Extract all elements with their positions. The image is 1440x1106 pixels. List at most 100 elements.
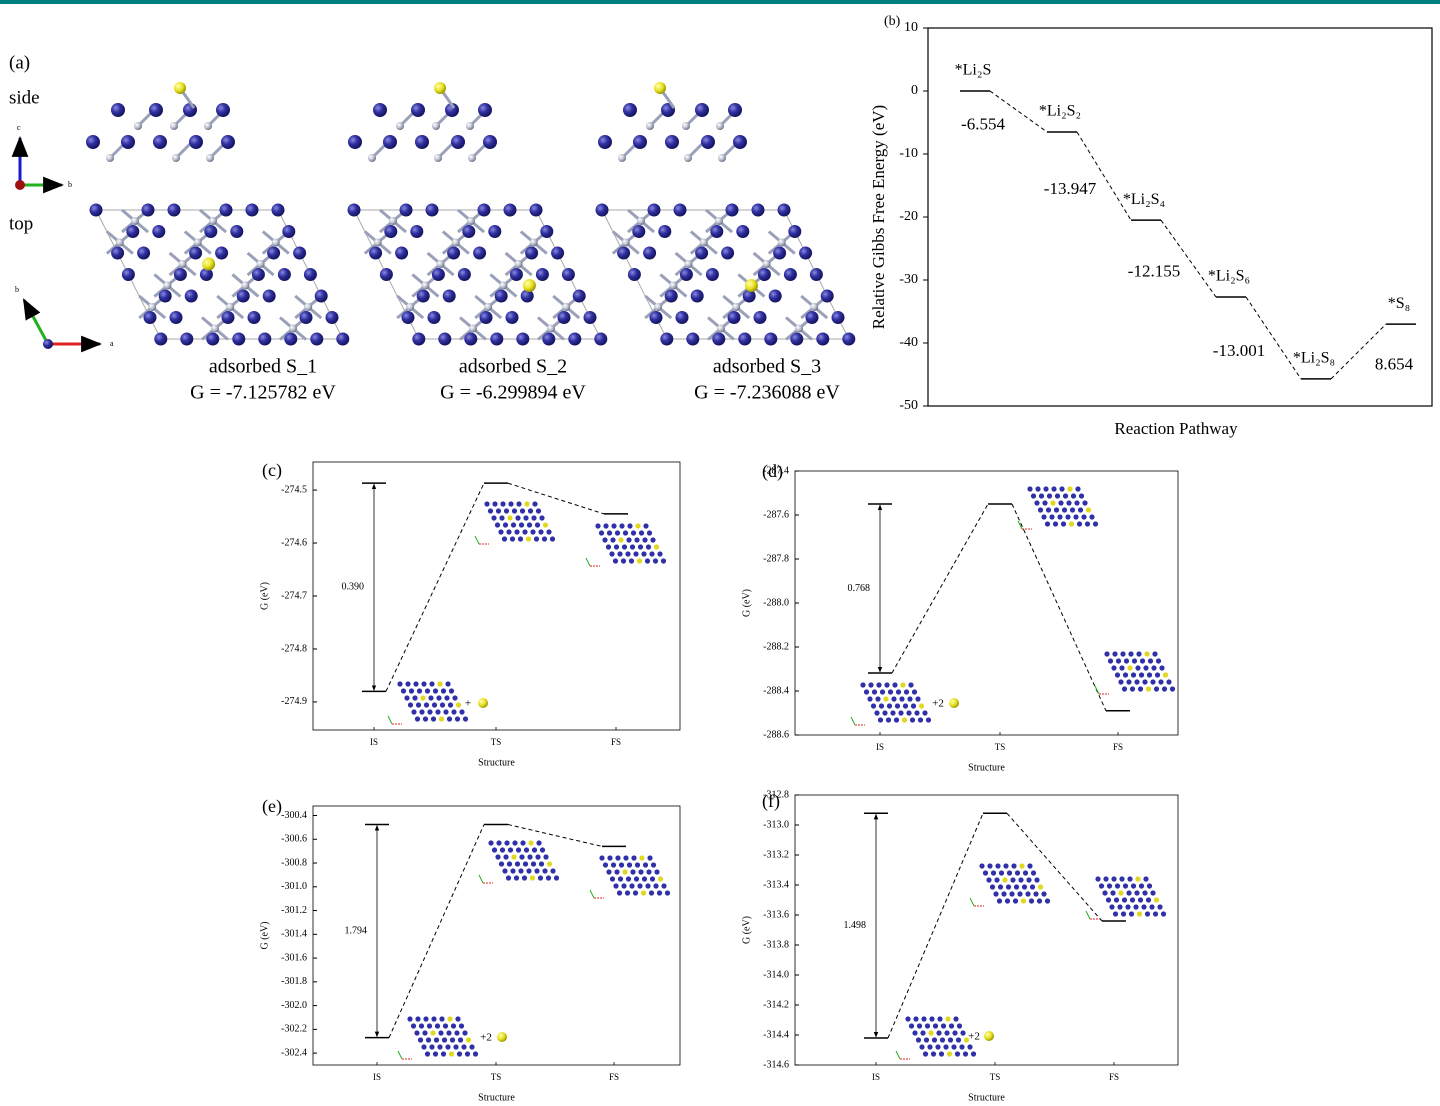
atom	[495, 522, 500, 527]
atom	[1082, 500, 1087, 505]
atom	[515, 861, 520, 866]
atom	[717, 325, 725, 333]
atom	[1027, 863, 1032, 868]
atom	[496, 840, 501, 845]
atom	[647, 855, 652, 860]
atom	[396, 122, 404, 130]
atom	[428, 695, 433, 700]
atom	[491, 515, 496, 520]
atom	[647, 530, 652, 535]
inset-structure	[851, 682, 931, 725]
atom	[106, 154, 114, 162]
atom	[438, 1030, 443, 1035]
y-tick-label: -313.4	[763, 879, 789, 890]
atom	[447, 716, 452, 721]
atom	[446, 1030, 451, 1035]
atom	[629, 558, 634, 563]
atom	[634, 876, 639, 881]
atom	[1041, 891, 1046, 896]
atom	[149, 103, 163, 117]
atom	[745, 279, 758, 292]
atom	[417, 290, 430, 303]
atom	[922, 710, 927, 715]
atom	[1023, 870, 1028, 875]
axis-arrow	[398, 1051, 402, 1059]
atom	[880, 689, 885, 694]
atom	[450, 1037, 455, 1042]
atom	[657, 890, 662, 895]
atom	[715, 217, 723, 225]
atom	[473, 1051, 478, 1056]
y-tick-label: -30	[899, 272, 918, 287]
atom	[441, 1051, 446, 1056]
atom	[606, 869, 611, 874]
atom	[415, 716, 420, 721]
axis-arrow	[851, 717, 855, 725]
atom	[443, 1023, 448, 1028]
atom	[1136, 651, 1141, 656]
atom	[554, 875, 559, 880]
inset-structure	[475, 501, 555, 544]
atom	[879, 703, 884, 708]
atom	[622, 544, 627, 549]
atom	[194, 239, 202, 247]
atom	[638, 544, 643, 549]
atom	[502, 536, 507, 541]
atom	[943, 1044, 948, 1049]
atom	[454, 1030, 459, 1035]
atom	[326, 311, 339, 324]
atom	[488, 840, 493, 845]
atom	[519, 522, 524, 527]
atom	[447, 247, 460, 260]
atom	[1130, 897, 1135, 902]
atom	[921, 1016, 926, 1021]
atom	[738, 333, 751, 346]
atom	[1081, 514, 1086, 519]
atom	[515, 515, 520, 520]
atom	[875, 696, 880, 701]
atom	[1135, 876, 1140, 881]
atom	[415, 135, 429, 149]
atom	[1161, 911, 1166, 916]
atom	[148, 303, 156, 311]
atom	[876, 682, 881, 687]
view-label: top	[9, 213, 33, 234]
atom	[504, 508, 509, 513]
atom	[512, 840, 517, 845]
species-label: *Li₂S₈	[1293, 350, 1335, 367]
atom	[499, 515, 504, 520]
atom	[204, 122, 212, 130]
atom	[596, 204, 609, 217]
y-tick-label: -314.6	[763, 1059, 789, 1070]
step-label: -13.001	[1213, 341, 1265, 360]
atom	[473, 247, 486, 260]
atom	[282, 225, 295, 238]
atom	[1046, 507, 1051, 512]
inset-structure	[398, 1016, 478, 1059]
atom	[925, 1023, 930, 1028]
atom	[1158, 679, 1163, 684]
atom	[530, 239, 538, 247]
atom	[957, 1023, 962, 1028]
atom	[1086, 507, 1091, 512]
atom	[467, 217, 475, 225]
atom	[531, 515, 536, 520]
atom	[484, 303, 492, 311]
atom	[1003, 863, 1008, 868]
atom	[535, 522, 540, 527]
atom	[1170, 686, 1175, 691]
atom	[1132, 658, 1137, 663]
atom	[986, 877, 991, 882]
y-axis-title: G (eV)	[259, 921, 270, 949]
atom	[499, 282, 507, 290]
atom	[417, 688, 422, 693]
atom	[1062, 507, 1067, 512]
atom	[633, 135, 647, 149]
atom	[1055, 493, 1060, 498]
species-label: *Li₂S₆	[1208, 268, 1250, 285]
atom	[462, 225, 475, 238]
atom	[180, 333, 193, 346]
atom	[272, 204, 285, 217]
atom	[542, 333, 555, 346]
atom	[86, 135, 100, 149]
